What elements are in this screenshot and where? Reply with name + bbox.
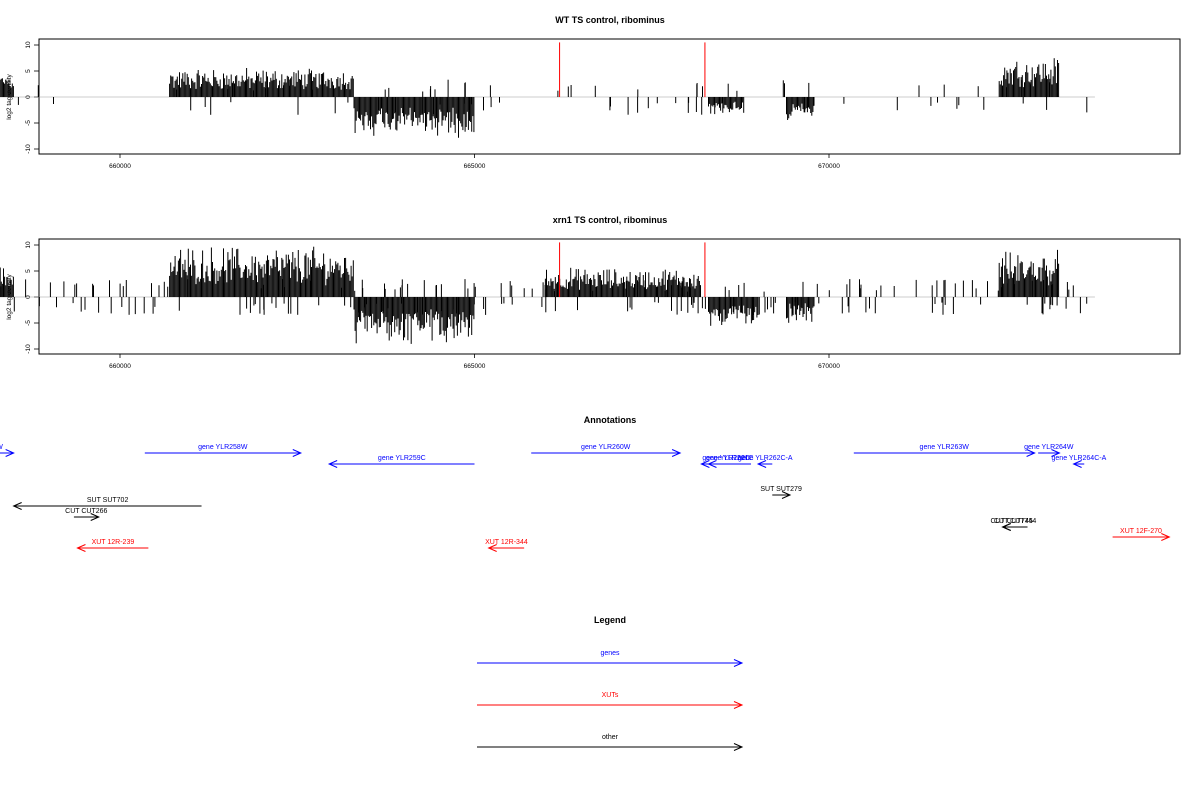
feature-label: XUT 12R-344 — [485, 539, 528, 546]
arrow-head — [733, 743, 744, 751]
feature-arrow — [1112, 533, 1171, 541]
annotation-features: gene YLR257W gene YLR258W gene YLR259C gene… — [0, 444, 1171, 552]
feature-label: gene YLR264W — [1024, 444, 1074, 451]
y-tick-label: 5 — [25, 269, 32, 273]
feature-arrow — [700, 460, 752, 468]
arrow-head — [292, 449, 303, 457]
panel-xrn1: xrn1 TS control, ribominus log2 tag dens… — [0, 215, 1181, 370]
feature-label: CUT CUT744 — [994, 518, 1036, 525]
legend-label: genes — [600, 650, 620, 657]
legend: genes XUTs other — [477, 650, 744, 751]
feature-label: XUT 12F-270 — [1120, 528, 1162, 535]
x-tick-label: 670000 — [818, 163, 840, 170]
arrow-head — [781, 491, 792, 499]
marker-lines — [559, 42, 706, 97]
arrow-head — [12, 502, 22, 510]
y-tick-label: 5 — [25, 69, 32, 73]
arrow-head — [1026, 449, 1036, 457]
arrow-head — [1051, 449, 1061, 457]
annotations-title: Annotations — [584, 415, 637, 425]
y-tick-label: 10 — [25, 241, 32, 249]
x-tick-label: 670000 — [818, 363, 840, 370]
panel-title: WT TS control, ribominus — [555, 15, 665, 25]
legend-title: Legend — [594, 615, 626, 625]
feature-label: gene YLR264C-A — [1052, 455, 1107, 462]
feature-arrow — [12, 502, 202, 510]
feature-arrow — [772, 491, 792, 499]
feature-label: SUT SUT279 — [760, 486, 802, 493]
feature-label: gene YLR262C — [702, 455, 750, 462]
feature-label: gene YLR263W — [920, 444, 970, 451]
feature-arrow — [0, 449, 15, 457]
y-tick-label: 10 — [25, 41, 32, 49]
feature-arrow — [73, 513, 100, 521]
y-tick-label: -10 — [25, 344, 32, 354]
arrow-head — [1161, 533, 1171, 541]
feature-label: gene YLR257W — [0, 444, 3, 451]
feature-label: CUT CUT745 — [990, 518, 1032, 525]
x-axis: 660000 665000 670000 — [109, 154, 840, 170]
feature-label: SUT SUT702 — [87, 497, 129, 504]
arrow-head — [700, 460, 710, 468]
panel-title: xrn1 TS control, ribominus — [553, 215, 668, 225]
legend-label: XUTs — [602, 692, 619, 699]
feature-arrow — [144, 449, 303, 457]
arrow-head — [733, 659, 744, 667]
arrow-head — [5, 449, 15, 457]
feature-arrow — [487, 544, 525, 552]
y-tick-label: -5 — [25, 120, 32, 126]
arrow-head — [90, 513, 100, 521]
legend-arrow — [477, 701, 744, 709]
x-tick-label: 660000 — [109, 163, 131, 170]
x-tick-label: 665000 — [464, 363, 486, 370]
feature-label: CUT CUT266 — [65, 508, 107, 515]
x-tick-label: 660000 — [109, 363, 131, 370]
x-axis: 660000 665000 670000 — [109, 354, 840, 370]
arrow-head — [327, 460, 338, 468]
arrow-head — [733, 701, 744, 709]
feature-label: gene YLR260W — [581, 444, 631, 451]
density-bars — [0, 58, 1095, 138]
panel-wt: WT TS control, ribominus log2 tag densit… — [0, 15, 1181, 170]
marker-lines — [559, 242, 706, 297]
feature-label: gene YLR258W — [198, 444, 248, 451]
feature-label: gene YLR261C — [706, 455, 754, 462]
legend-label: other — [602, 734, 619, 741]
feature-label: XUT 12R-239 — [92, 539, 135, 546]
arrow-head — [756, 460, 767, 468]
legend-arrow — [477, 659, 744, 667]
feature-arrow — [853, 449, 1036, 457]
feature-arrow — [531, 449, 682, 457]
y-tick-label: -5 — [25, 320, 32, 326]
feature-label: gene YLR262C-A — [738, 455, 793, 462]
feature-arrow — [327, 460, 475, 468]
feature-arrow — [756, 460, 773, 468]
density-bars — [0, 246, 1095, 344]
arrow-head — [1072, 460, 1082, 468]
arrow-head — [671, 449, 682, 457]
feature-label: gene YLR259C — [378, 455, 426, 462]
legend-arrow — [477, 743, 744, 751]
arrow-head — [487, 544, 497, 552]
feature-arrow — [1072, 460, 1085, 468]
feature-arrow — [1038, 449, 1061, 457]
feature-arrow — [76, 544, 149, 552]
feature-arrow — [1001, 523, 1021, 531]
arrow-head — [1001, 523, 1011, 531]
y-tick-label: -10 — [25, 144, 32, 154]
arrow-head — [76, 544, 86, 552]
x-tick-label: 665000 — [464, 163, 486, 170]
